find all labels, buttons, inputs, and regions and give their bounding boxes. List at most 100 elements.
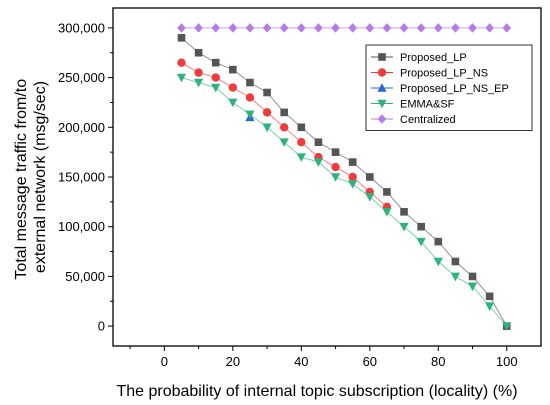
y-tick-label: 0 [98, 319, 105, 334]
y-tick-label: 250,000 [58, 70, 105, 85]
data-point-emma-sf [228, 98, 238, 108]
legend-marker [378, 53, 386, 61]
data-point-centralized [502, 23, 512, 33]
data-point-proposed-lp-ns [194, 68, 203, 77]
y-tick-label: 50,000 [65, 269, 105, 284]
data-point-proposed-lp-ns [331, 162, 340, 172]
data-point-proposed-lp [229, 65, 237, 74]
x-tick-label: 80 [431, 354, 445, 369]
data-point-centralized [485, 23, 494, 33]
data-point-proposed-lp [314, 138, 323, 147]
x-tick-label: 60 [363, 354, 377, 369]
data-point-emma-sf [433, 257, 443, 267]
data-point-centralized [177, 23, 186, 33]
data-point-proposed-lp-ns [211, 73, 220, 82]
data-point-proposed-lp [194, 48, 203, 57]
data-point-centralized [382, 23, 392, 33]
data-point-centralized [279, 23, 289, 33]
data-point-emma-sf [330, 173, 341, 182]
y-tick-label: 200,000 [58, 120, 105, 135]
series-proposed-lp-ns [177, 58, 392, 212]
data-point-proposed-lp-ns [297, 138, 306, 147]
legend-marker [377, 99, 387, 109]
data-point-centralized [348, 23, 357, 33]
data-point-centralized [262, 23, 272, 33]
series-centralized [177, 23, 512, 33]
data-point-proposed-lp [280, 108, 288, 117]
data-point-proposed-lp-ns [280, 123, 289, 132]
y-tick-label: 100,000 [58, 219, 105, 234]
data-point-centralized [451, 23, 460, 33]
x-tick-label: 0 [161, 354, 168, 369]
data-point-proposed-lp-ns [177, 58, 186, 67]
data-point-proposed-lp [211, 58, 220, 67]
data-point-centralized [365, 23, 375, 33]
legend-label: Centralized [400, 114, 456, 126]
legend-box [365, 44, 533, 131]
data-point-proposed-lp [366, 173, 374, 181]
data-point-proposed-lp [383, 188, 391, 196]
data-point-proposed-lp [263, 88, 271, 97]
data-point-emma-sf [485, 302, 495, 312]
legend-item-proposed-lp: Proposed_LP [371, 52, 467, 64]
legend: Proposed_LP Proposed_LP_NS Proposed_LP_NS_… [365, 44, 533, 131]
y-axis-title-line-2: external network (msg/sec) [32, 81, 49, 273]
legend-label: Proposed_LP_NS [400, 68, 488, 80]
legend-item-emma-sf: EMMA&SF [371, 99, 455, 111]
data-point-emma-sf [313, 158, 324, 167]
data-point-centralized [399, 23, 409, 33]
data-point-centralized [314, 23, 323, 33]
data-point-proposed-lp [246, 78, 254, 87]
data-point-centralized [468, 23, 477, 33]
x-axis-title: The probability of internal topic subscr… [116, 383, 517, 400]
data-point-emma-sf [467, 282, 478, 292]
data-point-emma-sf [382, 207, 392, 217]
x-tick-label: 40 [294, 354, 308, 369]
legend-marker [377, 83, 387, 92]
legend-item-centralized: Centralized [371, 114, 456, 126]
data-point-proposed-lp [417, 222, 425, 231]
y-axis-title-line-1: Total message traffic from/to [13, 79, 30, 280]
data-point-centralized [228, 23, 238, 33]
data-point-proposed-lp [348, 158, 357, 166]
data-point-emma-sf [348, 180, 358, 189]
data-point-emma-sf [416, 237, 426, 247]
data-point-proposed-lp [434, 237, 443, 246]
x-tick-label: 20 [226, 354, 240, 369]
plot-series [176, 23, 512, 331]
data-point-emma-sf [502, 322, 512, 331]
data-point-centralized [297, 23, 306, 33]
data-point-emma-sf [279, 138, 289, 148]
x-tick-label: 100 [496, 354, 518, 369]
y-tick-label: 300,000 [58, 20, 105, 35]
legend-label: Proposed_LP_NS_EP [400, 83, 509, 95]
data-point-proposed-lp [297, 123, 306, 132]
data-point-proposed-lp-ns [228, 83, 238, 92]
data-point-proposed-lp [485, 292, 494, 301]
data-point-proposed-lp [400, 207, 408, 216]
data-point-emma-sf [365, 193, 375, 202]
data-point-centralized [433, 23, 443, 33]
legend-marker [377, 68, 387, 77]
data-point-emma-sf [399, 222, 409, 232]
data-point-centralized [331, 23, 340, 33]
data-point-emma-sf [450, 272, 460, 282]
data-point-centralized [245, 23, 255, 33]
legend-label: Proposed_LP [400, 52, 467, 64]
data-point-emma-sf [262, 123, 272, 133]
legend-marker [377, 114, 387, 124]
data-point-proposed-lp [177, 34, 186, 42]
axes: 0 20 40 60 80 100 0 50,000 100,000 150,000 200,000… [58, 7, 542, 369]
data-point-proposed-lp-ns [262, 108, 272, 117]
legend-item-proposed-lp-ns-ep: Proposed_LP_NS_EP [371, 83, 509, 95]
data-point-proposed-lp [451, 257, 460, 266]
data-point-proposed-lp [331, 148, 340, 156]
data-point-centralized [211, 23, 221, 33]
legend-item-proposed-lp-ns: Proposed_LP_NS [371, 68, 488, 80]
data-point-proposed-lp-ns [348, 172, 357, 182]
data-point-centralized [194, 23, 203, 33]
data-point-proposed-lp [468, 272, 477, 281]
data-point-emma-sf [296, 153, 306, 162]
legend-label: EMMA&SF [400, 99, 455, 111]
data-point-emma-sf [176, 73, 187, 83]
